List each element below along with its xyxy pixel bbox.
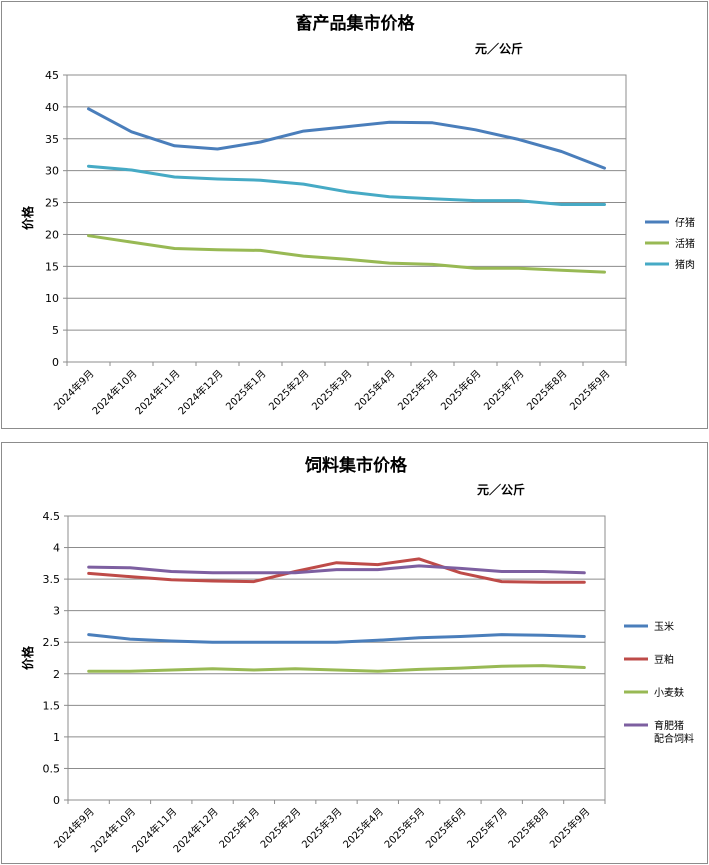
y-tick-label: 20 [45, 228, 59, 241]
legend-label: 活猪 [675, 238, 695, 250]
series-line-1 [87, 557, 586, 584]
y-axis-label: 价格 [20, 645, 35, 670]
feed-price-chart: 饲料集市价格 元／公斤 价格 0 0.5 1 1.5 2 2.5 3 3.5 4 4.5 2024年… [20, 455, 694, 855]
x-tick-label: 2024年9月 [51, 367, 97, 413]
series-line-2 [87, 164, 606, 206]
y-tick-label: 25 [45, 197, 59, 210]
legend-label: 配合饲料 [654, 732, 694, 745]
x-tick-label: 2025年2月 [266, 367, 312, 413]
series-line-0 [87, 633, 586, 644]
x-tick-label: 2025年8月 [524, 367, 570, 413]
x-tick-label: 2025年9月 [567, 367, 613, 413]
x-tick-label: 2025年9月 [547, 805, 593, 851]
x-tick-label: 2025年4月 [340, 805, 386, 851]
y-tick-label: 5 [52, 324, 59, 337]
legend-label: 玉米 [654, 620, 674, 633]
x-tick-label: 2025年3月 [309, 367, 355, 413]
legend-label: 小麦麸 [654, 686, 684, 699]
unit-label: 元／公斤 [475, 41, 523, 56]
x-tick-label: 2025年1月 [223, 367, 269, 413]
y-tick-label: 15 [45, 260, 59, 273]
legend-label: 仔猪 [675, 217, 695, 229]
x-tick-label: 2025年6月 [438, 367, 484, 413]
x-tick-label: 2024年9月 [51, 805, 97, 851]
unit-label: 元／公斤 [477, 482, 525, 497]
y-tick-label: 4 [53, 542, 60, 555]
series-line-2 [87, 664, 586, 673]
feed-price-chart-panel: 饲料集市价格 元／公斤 价格 0 0.5 1 1.5 2 2.5 3 3.5 4 4.5 2024年… [1, 442, 708, 864]
plot-area [66, 74, 627, 363]
y-tick-label: 0 [52, 356, 59, 369]
y-tick-label: 1 [53, 731, 60, 744]
chart-title: 畜产品集市价格 [296, 13, 416, 34]
y-tick-label: 0.5 [43, 762, 61, 775]
y-tick-label: 35 [45, 133, 59, 146]
series-line-0 [87, 107, 606, 170]
x-tick-label: 2025年1月 [216, 805, 262, 851]
x-tick-label: 2024年12月 [175, 367, 225, 417]
x-tick-label: 2025年6月 [423, 805, 469, 851]
y-tick-label: 2 [53, 668, 60, 681]
x-tick-label: 2025年4月 [352, 367, 398, 413]
legend-label: 猪肉 [675, 258, 695, 271]
legend-label: 育肥猪 [654, 719, 684, 732]
x-tick-label: 2025年7月 [464, 805, 510, 851]
x-tick-label: 2025年3月 [299, 805, 345, 851]
y-axis-label: 价格 [20, 205, 35, 230]
plot-area [67, 515, 606, 801]
y-tick-label: 10 [45, 292, 59, 305]
legend-label: 豆粕 [654, 653, 674, 666]
y-tick-label: 2.5 [43, 636, 61, 649]
x-tick-label: 2024年11月 [132, 367, 182, 417]
series-line-3 [87, 564, 586, 575]
chart-title: 饲料集市价格 [304, 455, 408, 476]
y-tick-label: 1.5 [43, 699, 61, 712]
y-tick-label: 4.5 [43, 510, 61, 523]
x-tick-label: 2024年10月 [89, 367, 139, 417]
series-line-1 [87, 234, 606, 274]
y-tick-label: 40 [45, 101, 59, 114]
livestock-price-chart-panel: 畜产品集市价格 元／公斤 价格 0 5 10 15 20 25 30 35 40 45 2024年9… [1, 1, 708, 429]
y-tick-label: 3.5 [43, 573, 61, 586]
x-tick-label: 2024年12月 [170, 805, 220, 855]
y-tick-label: 3 [53, 605, 60, 618]
livestock-price-chart: 畜产品集市价格 元／公斤 价格 0 5 10 15 20 25 30 35 40 45 2024年9… [20, 13, 695, 417]
x-tick-label: 2025年5月 [395, 367, 441, 413]
x-tick-label: 2025年7月 [481, 367, 527, 413]
y-tick-label: 30 [45, 165, 59, 178]
y-tick-label: 0 [53, 794, 60, 807]
y-tick-label: 45 [45, 69, 59, 82]
x-tick-label: 2025年5月 [381, 805, 427, 851]
x-tick-label: 2025年8月 [505, 805, 551, 851]
x-tick-label: 2025年2月 [257, 805, 303, 851]
